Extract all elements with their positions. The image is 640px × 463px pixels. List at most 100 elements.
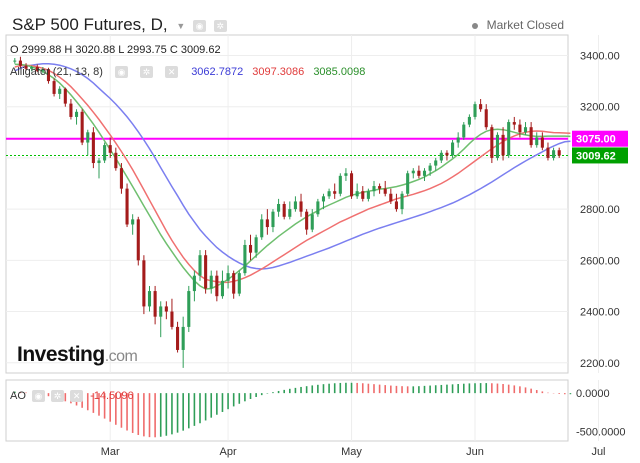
candle — [103, 145, 107, 161]
ao-legend: AO ◉ ✲ ✕ -14.5096 — [10, 390, 134, 403]
candle — [131, 219, 135, 225]
ao-panel-frame — [5, 379, 569, 442]
resistance-price-tag — [572, 130, 628, 147]
candle — [80, 111, 84, 143]
last-price-tag — [572, 147, 628, 164]
candle — [237, 273, 241, 294]
candle — [445, 152, 449, 156]
indicator-visibility-icon[interactable]: ◉ — [115, 66, 128, 79]
candle — [535, 137, 539, 146]
candle — [473, 104, 477, 117]
candle — [265, 219, 269, 228]
teeth-line — [14, 64, 571, 284]
candle — [198, 255, 202, 276]
main-panel-frame — [5, 34, 569, 374]
candle — [119, 168, 123, 189]
candle — [46, 69, 51, 82]
ao-y-tick-label: 0.0000 — [576, 388, 610, 400]
candle — [58, 88, 62, 94]
candle — [383, 188, 387, 194]
x-tick-label: May — [341, 446, 362, 458]
teeth-value: 3097.3086 — [252, 66, 305, 78]
candle — [372, 186, 376, 192]
y-tick-label: 3200.00 — [580, 102, 620, 114]
candle — [344, 173, 348, 176]
candle — [366, 191, 370, 199]
candle — [254, 237, 258, 253]
y-tick-label: 2600.00 — [580, 255, 620, 267]
candle — [389, 193, 393, 202]
candle — [400, 193, 404, 210]
candle — [321, 196, 326, 202]
candle — [422, 170, 427, 176]
candle — [220, 280, 225, 297]
market-status: Market Closed — [472, 18, 564, 32]
candle — [204, 255, 208, 289]
candle — [434, 160, 438, 166]
candle — [288, 209, 292, 217]
candle — [248, 244, 253, 253]
candle — [176, 326, 180, 350]
candle — [338, 175, 342, 194]
market-status-text: Market Closed — [486, 18, 564, 32]
indicator-close-icon[interactable]: ✕ — [165, 66, 179, 79]
indicator-settings-icon[interactable]: ✲ — [140, 66, 154, 79]
candle — [439, 152, 443, 161]
candle — [86, 132, 90, 143]
candle — [417, 170, 421, 176]
candle — [153, 291, 157, 317]
candle — [512, 122, 516, 125]
ao-visibility-icon[interactable]: ◉ — [31, 390, 45, 403]
candle — [495, 134, 500, 158]
candle — [546, 147, 550, 158]
ohlc-readout: O 2999.88 H 3020.88 L 2993.75 C 3009.62 — [10, 44, 221, 56]
timeframe-dropdown-icon[interactable]: ▼ — [176, 20, 186, 31]
candle — [523, 127, 528, 133]
logo-text: Investing — [17, 343, 105, 366]
candle — [13, 60, 17, 62]
candle — [293, 201, 297, 210]
y-tick-label: 2800.00 — [580, 204, 620, 216]
logo-suffix: .com — [104, 348, 138, 365]
market-status-dot-icon — [472, 22, 479, 29]
candle — [209, 275, 213, 289]
candle — [333, 191, 337, 194]
ao-close-icon[interactable]: ✕ — [70, 390, 84, 403]
candle — [97, 160, 101, 164]
lips-line — [14, 63, 571, 290]
candle — [411, 170, 415, 174]
candle — [428, 165, 432, 171]
candle — [484, 109, 488, 128]
chart-title-text: S&P 500 Futures, D, — [12, 15, 168, 34]
candle — [490, 127, 494, 158]
alligator-legend: Alligator (21, 13, 8) ◉ ✲ ✕ 3062.7872 30… — [10, 66, 371, 79]
candle — [507, 122, 511, 156]
y-tick-label: 2400.00 — [580, 307, 620, 319]
y-tick-label: 2200.00 — [580, 358, 620, 370]
candle — [305, 211, 309, 230]
ao-label: AO — [10, 390, 26, 402]
candle — [277, 204, 281, 212]
x-tick-label: Apr — [220, 446, 237, 458]
x-tick-label: Mar — [101, 446, 120, 458]
candle — [170, 311, 174, 327]
candle — [327, 191, 331, 197]
candle — [451, 142, 455, 156]
candle — [114, 152, 118, 169]
candle — [24, 65, 28, 69]
candle — [316, 201, 320, 215]
candle — [142, 260, 146, 307]
candle — [557, 150, 561, 156]
chart-settings-icon[interactable]: ◉ — [193, 19, 206, 32]
ao-settings-icon[interactable]: ✲ — [51, 390, 65, 403]
candle — [187, 291, 191, 327]
x-tick-label: Jun — [466, 446, 484, 458]
resistance-price-label: 3075.00 — [576, 134, 616, 146]
candle — [271, 211, 275, 228]
chart-gear-icon[interactable]: ✲ — [213, 19, 227, 32]
chart-title: S&P 500 Futures, D, ▼ ◉ ✲ — [12, 15, 227, 35]
candle — [192, 275, 196, 292]
jaw-line — [14, 62, 571, 270]
candle — [30, 67, 34, 69]
